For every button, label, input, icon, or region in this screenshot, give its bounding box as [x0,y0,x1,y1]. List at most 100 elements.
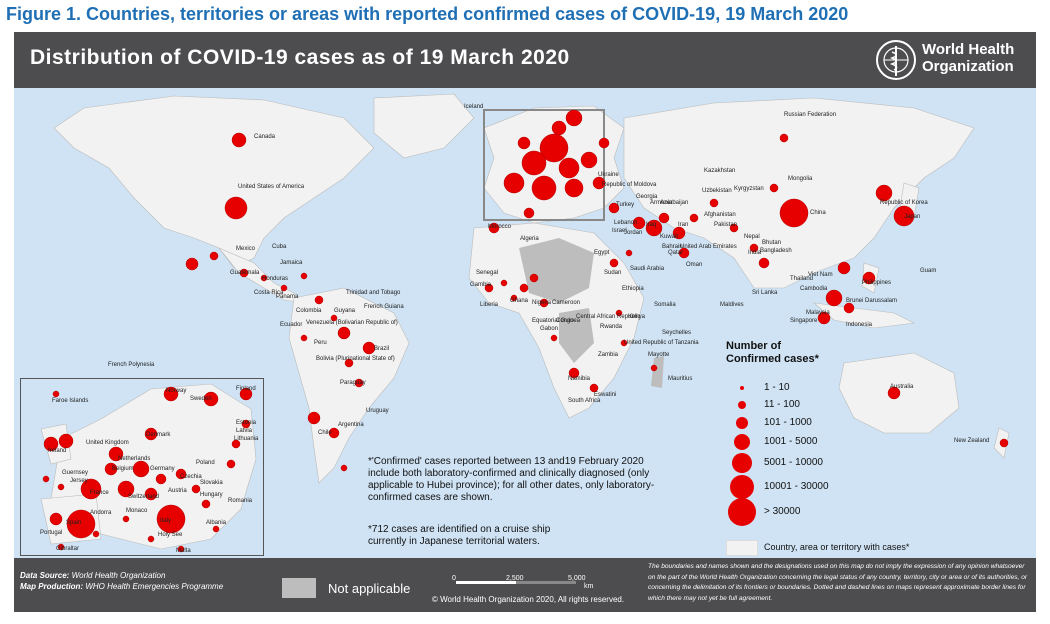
figure-title: Figure 1. Countries, territories or area… [6,4,849,24]
case-marker [875,184,893,202]
legend-class-label: 5001 - 10000 [764,457,823,468]
legend-class-dot [730,475,754,499]
case-marker [565,109,583,127]
inset-country-label: Poland [196,460,215,466]
confirmed-note-line: include both laboratory-confirmed and cl… [368,468,650,479]
case-marker [328,427,340,439]
inset-country-label: Ireland [48,448,67,454]
legend-class-label: 1001 - 5000 [764,436,818,447]
case-marker [564,178,584,198]
country-label: Panama [276,294,299,300]
confirmed-note-line: *'Confirmed' cases reported between 13 a… [368,456,644,467]
scale-label-5000: 5,000 [568,575,586,582]
inset-country-label: Gibraltar [56,546,80,552]
inset-case-marker [52,390,60,398]
country-label: Republic of Korea [880,200,928,206]
confirmed-note-line: confirmed cases are shown. [368,492,493,503]
map-credits: Data Source: World Health Organization M… [20,570,223,592]
case-marker [887,386,901,400]
country-label: Canada [254,134,276,140]
inset-country-label: Switzerland [128,494,160,500]
legend-class-row: 5001 - 10000 [726,453,876,475]
case-marker [592,176,606,190]
inset-case-marker [156,504,186,534]
country-label: Singapore [790,318,818,324]
inset-country-label: Monaco [126,508,148,514]
case-marker [758,257,770,269]
country-label: Senegal [476,270,499,276]
country-label: Mayotte [648,352,670,358]
inset-country-label: Malta [176,548,191,554]
country-label: Rwanda [600,324,623,330]
case-marker [209,251,219,261]
country-label: Malaysia [806,310,830,316]
case-marker [529,273,539,283]
inset-case-marker [191,484,201,494]
cruise-note-line: *712 cases are identified on a cruise sh… [368,524,551,535]
country-label: Jamaica [280,260,303,266]
legend-class-dot [734,434,750,450]
inset-country-label: Spain [66,520,82,526]
country-label: Turkey [616,202,635,208]
case-marker [893,205,915,227]
country-label: Indonesia [846,322,873,328]
case-marker [672,226,686,240]
country-label: Kenya [628,314,646,320]
south-america-land [288,287,410,484]
inset-case-marker [66,509,96,539]
country-label: Pakistan [714,222,738,228]
country-label: Eswatini [594,392,617,398]
country-label: Thailand [790,276,814,282]
case-markers [185,109,1009,472]
legend-territory-label: Country, area or territory with cases* [764,542,910,552]
case-marker [523,207,535,219]
case-marker [650,364,658,372]
inset-case-marker [177,545,185,553]
legend-class-row: 10001 - 30000 [726,475,876,499]
country-label: Guatemala [230,270,260,276]
country-label: Georgia [636,194,658,200]
case-marker [539,133,569,163]
world-map-svg [53,93,1010,484]
inset-case-marker [104,462,118,476]
case-marker [558,157,580,179]
case-marker [185,257,199,271]
inset-case-marker [42,475,50,483]
case-marker [280,284,288,292]
country-label: Gabon [540,326,559,332]
country-label: Mauritius [668,376,693,382]
case-marker [678,247,690,259]
country-label: Algeria [520,236,539,242]
europe-inset-svg [40,383,257,553]
scale-label-2500: 2,500 [506,575,524,582]
country-label: Russian Federation [784,112,837,118]
country-label: Paraguay [340,380,366,386]
case-marker [500,279,508,287]
cruise-note-line: currently in Japanese territorial waters… [368,536,540,547]
inset-case-marker [80,478,102,500]
inset-country-label: United Kingdom [86,440,129,446]
country-label: Kyrgyzstan [734,186,764,192]
country-label: Lebanon [614,220,638,226]
north-america-land [53,95,375,269]
europe-inset-map [20,378,264,556]
inset-country-label: Portugal [40,530,63,536]
who-wordmark-line2: Organization [922,58,1014,75]
inset-country-label: Hungary [200,492,223,498]
case-marker [580,151,598,169]
country-label: Somalia [654,302,676,308]
country-label: United Arab Emirates [680,244,737,250]
case-marker [337,326,351,340]
confirmed-cases-note: *'Confirmed' cases reported between 13 a… [368,456,728,504]
inset-case-marker [155,473,167,485]
country-label: Argentina [338,422,364,428]
country-label: Brunei Darussalam [846,298,898,304]
asia-land [623,97,975,289]
country-label: Sri Lanka [752,290,778,296]
case-marker [620,339,628,347]
legend-class-dot [728,498,756,526]
country-label: Peru [314,340,327,346]
map-header [14,32,1036,88]
country-label: Cambodia [800,286,828,292]
country-label: French Guiana [364,304,404,310]
